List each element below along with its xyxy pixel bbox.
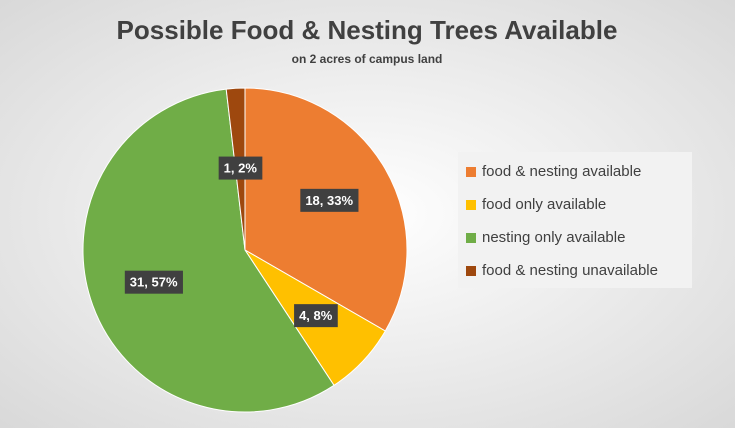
pie [82, 87, 408, 413]
legend-label: nesting only available [482, 229, 625, 246]
data-label-bg [124, 270, 183, 294]
legend-label: food only available [482, 196, 606, 213]
pie-slice [82, 88, 335, 413]
data-label-bg [300, 188, 359, 212]
legend-swatch [466, 266, 476, 276]
data-label: 1, 2% [224, 161, 258, 176]
data-label-bg [294, 304, 338, 328]
chart-subtitle: on 2 acres of campus land [292, 52, 443, 66]
legend-label: food & nesting available [482, 163, 641, 180]
legend-box [458, 152, 692, 288]
data-labels: 18, 33% 4, 8% 31, 57% 1, 2% [124, 156, 359, 328]
data-label: 31, 57% [130, 275, 178, 290]
legend-swatch [466, 200, 476, 210]
legend-swatch [466, 233, 476, 243]
chart-title: Possible Food & Nesting Trees Available [117, 15, 618, 45]
legend: food & nesting available food only availa… [466, 163, 658, 279]
legend-label: food & nesting unavailable [482, 262, 658, 279]
data-label: 18, 33% [305, 193, 353, 208]
legend-swatch [466, 167, 476, 177]
data-label-bg [218, 156, 263, 180]
data-label: 4, 8% [299, 308, 333, 323]
